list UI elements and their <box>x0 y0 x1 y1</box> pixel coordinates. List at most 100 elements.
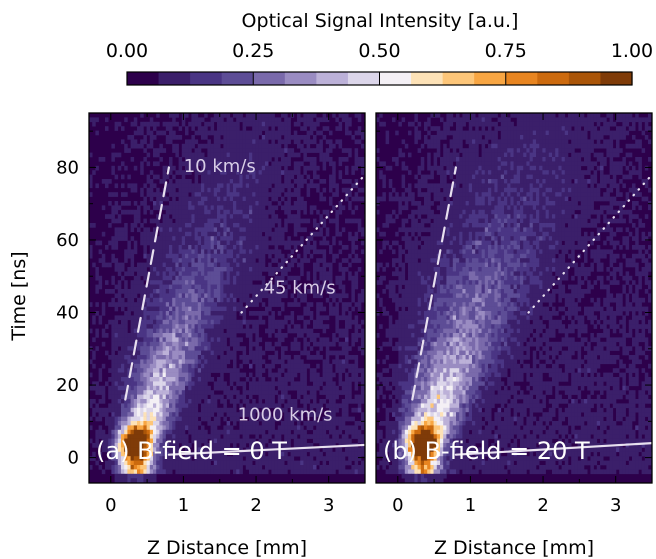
heatmap-cell <box>271 231 275 237</box>
heatmap-cell <box>143 253 147 259</box>
heatmap-cell <box>319 399 323 404</box>
heatmap-cell <box>143 421 147 426</box>
heatmap-cell <box>316 130 320 136</box>
heatmap-cell <box>197 350 202 356</box>
heatmap-cell <box>143 337 147 343</box>
heatmap-cell <box>258 368 263 373</box>
heatmap-cell <box>194 249 199 255</box>
heatmap-cell <box>284 157 288 162</box>
heatmap-cell <box>165 399 170 404</box>
heatmap-cell <box>210 271 215 277</box>
heatmap-cell <box>335 421 339 426</box>
heatmap-cell <box>210 311 215 316</box>
heatmap-cell <box>287 218 291 224</box>
heatmap-cell <box>140 319 144 325</box>
heatmap-cell <box>133 289 138 294</box>
heatmap-cell <box>351 337 355 343</box>
heatmap-cell <box>188 209 192 215</box>
heatmap-cell <box>226 465 231 470</box>
heatmap-cell <box>121 306 125 312</box>
heatmap-cell <box>293 130 298 136</box>
heatmap-cell <box>325 126 330 131</box>
heatmap-cell <box>133 355 138 360</box>
heatmap-cell <box>265 267 269 272</box>
heatmap-cell <box>185 359 189 365</box>
heatmap-cell <box>175 403 179 409</box>
heatmap-cell <box>121 262 125 268</box>
heatmap-cell <box>290 214 295 219</box>
heatmap-cell <box>265 346 269 351</box>
heatmap-cell <box>146 161 151 167</box>
heatmap-cell <box>239 205 243 211</box>
heatmap-cell <box>133 280 138 285</box>
heatmap-cell <box>287 394 291 400</box>
heatmap-cell <box>348 187 352 193</box>
heatmap-cell <box>242 280 247 285</box>
heatmap-cell <box>201 231 205 237</box>
heatmap-cell <box>287 135 291 140</box>
heatmap-cell <box>274 319 279 325</box>
heatmap-cell <box>188 280 192 285</box>
heatmap-cell <box>332 429 336 435</box>
heatmap-cell <box>127 201 131 206</box>
heatmap-cell <box>159 157 163 162</box>
heatmap-cell <box>274 192 279 197</box>
heatmap-cell <box>306 434 311 439</box>
heatmap-cell <box>162 249 167 255</box>
heatmap-cell <box>226 425 231 431</box>
heatmap-cell <box>207 165 211 171</box>
heatmap-cell <box>121 174 125 180</box>
heatmap-cell <box>149 302 154 307</box>
heatmap-cell <box>338 341 343 347</box>
heatmap-cell <box>332 399 336 404</box>
heatmap-cell <box>233 399 237 404</box>
heatmap-cell <box>111 165 115 171</box>
heatmap-cell <box>133 139 138 145</box>
heatmap-cell <box>341 267 346 272</box>
heatmap-cell <box>223 434 227 439</box>
heatmap-cell <box>322 267 327 272</box>
heatmap-cell <box>165 328 170 334</box>
heatmap-cell <box>236 161 240 167</box>
heatmap-cell <box>201 425 205 431</box>
heatmap-cell <box>117 359 122 365</box>
heatmap-cell <box>303 139 307 145</box>
heatmap-cell <box>268 174 272 180</box>
heatmap-cell <box>258 297 263 303</box>
heatmap-cell <box>178 399 183 404</box>
heatmap-cell <box>191 434 195 439</box>
colorbar-swatch <box>316 72 349 85</box>
heatmap-cell <box>325 231 330 237</box>
heatmap-cell <box>322 390 327 395</box>
heatmap-cell <box>354 231 359 237</box>
heatmap-cell <box>156 275 160 281</box>
heatmap-cell <box>303 399 307 404</box>
heatmap-cell <box>188 377 192 382</box>
heatmap-cell <box>249 165 253 171</box>
heatmap-cell <box>114 407 119 413</box>
heatmap-cell <box>277 117 282 123</box>
heatmap-cell <box>233 157 237 162</box>
heatmap-cell <box>207 359 211 365</box>
heatmap-cell <box>290 192 295 197</box>
heatmap-cell <box>114 315 119 321</box>
heatmap-cell <box>98 284 103 290</box>
heatmap-cell <box>281 126 285 131</box>
heatmap-cell <box>300 174 304 180</box>
heatmap-cell <box>220 192 224 197</box>
heatmap-cell <box>226 245 231 250</box>
heatmap-cell <box>271 249 275 255</box>
heatmap-cell <box>178 289 183 294</box>
heatmap-cell <box>146 258 151 263</box>
heatmap-cell <box>293 451 298 457</box>
heatmap-cell <box>149 249 154 255</box>
heatmap-cell <box>351 341 355 347</box>
heatmap-cell <box>185 258 189 263</box>
heatmap-cell <box>300 359 304 365</box>
heatmap-cell <box>172 333 176 338</box>
heatmap-cell <box>332 350 336 356</box>
heatmap-cell <box>124 284 128 290</box>
heatmap-cell <box>210 328 215 334</box>
heatmap-cell <box>287 438 291 444</box>
heatmap-cell <box>114 381 119 387</box>
